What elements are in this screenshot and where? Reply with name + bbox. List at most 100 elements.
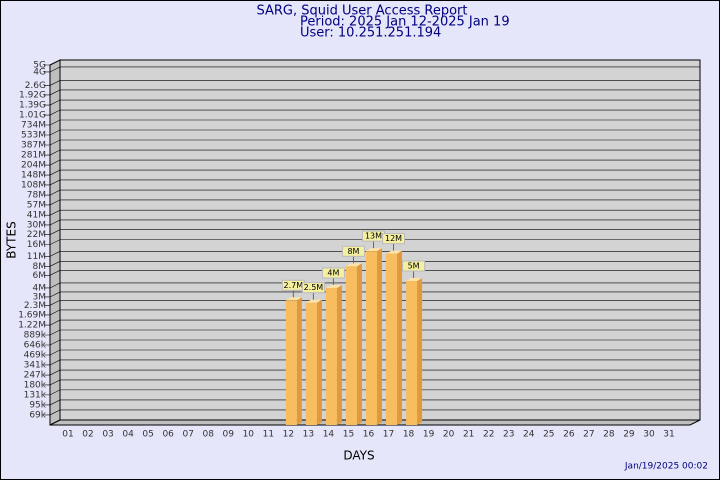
y-tick-label: 1.69M: [18, 310, 46, 320]
y-tick-label: 281M: [21, 151, 46, 161]
x-tick-label: 31: [663, 430, 674, 440]
grid-line: [44, 229, 700, 235]
x-tick-label: 17: [383, 430, 394, 440]
y-tick-label: 469k: [24, 351, 47, 361]
x-tick-label: 30: [643, 430, 655, 440]
y-tick-label: 30M: [27, 220, 46, 230]
grid-line: [44, 109, 700, 116]
label-box: [341, 245, 365, 257]
bar-top: [366, 248, 382, 252]
left-wall: [49, 59, 61, 426]
y-tick-label: 41M: [27, 211, 46, 221]
grid-line: [44, 219, 700, 226]
bar: [406, 281, 418, 425]
chart-user: User: 10.251.251.194: [300, 26, 441, 41]
y-tick-label: 57M: [27, 200, 46, 210]
y-tick-label: 734M: [21, 120, 46, 130]
footer: Jan/19/2025 00:02: [624, 462, 708, 472]
y-tick-label: 204M: [21, 161, 46, 171]
grid-line: [44, 199, 700, 206]
bar-side: [397, 250, 403, 425]
grid-line: [44, 169, 700, 176]
y-tick-label: 69k: [29, 410, 46, 420]
y-tick-label: 2.6G: [25, 81, 46, 91]
value-label: 8M: [347, 247, 359, 256]
y-tick-label: 341k: [24, 360, 47, 370]
bar-side: [336, 284, 342, 425]
bar-top: [345, 263, 362, 267]
x-tick-label: 07: [182, 430, 193, 440]
grid-line: [44, 119, 700, 126]
x-tick-label: 13: [303, 430, 314, 440]
x-tick-label: 04: [122, 430, 134, 440]
y-tick-label: 646k: [24, 340, 47, 350]
grid-line: [44, 59, 700, 66]
bar-top: [406, 278, 423, 281]
y-tick-label: 1.39G: [19, 101, 46, 111]
y-tick-label: 2.3M: [24, 301, 46, 311]
y-tick-label: 16M: [27, 240, 46, 250]
y-tick-label: 1.22M: [18, 321, 46, 331]
y-tick-label: 889k: [24, 331, 47, 341]
x-tick-label: 01: [62, 430, 73, 440]
y-tick-label: 387M: [21, 141, 46, 151]
y-tick-label: 3M: [33, 292, 47, 302]
y-tick-label: 11M: [27, 252, 46, 262]
y-tick-label: 131k: [24, 390, 47, 400]
value-label: 13M: [365, 232, 382, 241]
bar: [345, 266, 357, 425]
value-label: 2.5M: [304, 283, 324, 292]
bar-side: [296, 297, 302, 425]
value-label: 4M: [327, 268, 339, 277]
y-tick-label: 247k: [24, 371, 47, 381]
x-tick-label: 29: [623, 430, 635, 440]
grid-line: [44, 129, 700, 136]
bar-side: [356, 263, 362, 425]
bar-top: [305, 299, 322, 303]
x-tick-label: 15: [343, 430, 354, 440]
label-box: [382, 233, 406, 245]
grid-line: [44, 179, 700, 186]
x-tick-label: 25: [543, 430, 554, 440]
y-tick-label: 8M: [33, 262, 47, 272]
bar-side: [377, 248, 382, 425]
x-tick-label: 03: [102, 430, 113, 440]
value-label: 5M: [408, 262, 420, 271]
x-tick-label: 02: [82, 430, 93, 440]
bar-top: [386, 250, 403, 254]
chart-subtitle: Period: 2025 Jan 12-2025 Jan 19: [300, 15, 510, 30]
x-tick-label: 08: [203, 430, 215, 440]
grid-line: [44, 66, 700, 73]
x-tick-label: 09: [223, 430, 235, 440]
grid-line: [44, 139, 700, 146]
x-tick-label: 26: [563, 430, 575, 440]
x-tick-label: 23: [503, 430, 514, 440]
bar-side: [316, 299, 322, 425]
y-tick-label: 78M: [27, 191, 46, 201]
y-tick-label: 108M: [21, 180, 46, 190]
y-tick-label: 5G: [33, 61, 46, 71]
y-axis-title: BYTES: [5, 221, 19, 258]
chart-title: SARG, Squid User Access Report: [257, 4, 468, 19]
bar: [285, 300, 297, 425]
x-tick-label: 11: [263, 430, 274, 440]
x-tick-label: 20: [443, 430, 455, 440]
grid-line: [44, 80, 700, 86]
x-tick-label: 10: [243, 430, 255, 440]
grid-line: [44, 209, 700, 216]
y-tick-label: 180k: [24, 380, 47, 390]
y-tick-label: 95k: [29, 400, 46, 410]
bar-top: [325, 284, 342, 288]
x-tick-label: 28: [603, 430, 615, 440]
x-tick-label: 19: [423, 430, 435, 440]
x-tick-label: 22: [483, 430, 494, 440]
label-box: [301, 282, 325, 294]
value-label: 2.7M: [284, 281, 304, 290]
y-tick-label: 1.92G: [19, 90, 46, 100]
x-axis-title: DAYS: [343, 449, 374, 463]
grid-line: [44, 149, 700, 156]
bar: [305, 302, 317, 425]
value-label: 12M: [385, 234, 402, 243]
